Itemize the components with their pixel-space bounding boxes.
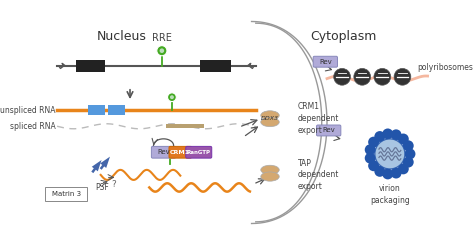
Text: RRE: RRE (152, 33, 172, 43)
Circle shape (403, 140, 414, 151)
Circle shape (160, 49, 164, 53)
Text: spliced RNA: spliced RNA (9, 122, 55, 131)
FancyBboxPatch shape (313, 56, 337, 67)
Circle shape (398, 134, 409, 145)
Circle shape (365, 153, 375, 164)
Text: Nucleus: Nucleus (97, 30, 146, 43)
Circle shape (169, 154, 172, 156)
Circle shape (368, 160, 379, 171)
Text: polyribosomes: polyribosomes (418, 63, 474, 72)
Circle shape (368, 137, 379, 147)
FancyBboxPatch shape (46, 187, 87, 201)
Text: Matrin 3: Matrin 3 (52, 191, 81, 197)
FancyBboxPatch shape (186, 147, 212, 158)
Text: TAP
dependent
export: TAP dependent export (298, 159, 339, 191)
Circle shape (167, 93, 176, 102)
Circle shape (170, 95, 174, 99)
FancyBboxPatch shape (317, 125, 341, 136)
Text: unspliced RNA: unspliced RNA (0, 106, 55, 115)
Circle shape (354, 68, 371, 85)
Bar (75, 60, 105, 72)
FancyBboxPatch shape (169, 147, 191, 158)
FancyArrow shape (91, 160, 101, 173)
Circle shape (167, 152, 173, 158)
Circle shape (334, 68, 350, 85)
Ellipse shape (261, 117, 279, 127)
Circle shape (403, 157, 414, 168)
Circle shape (365, 144, 375, 155)
Text: ?: ? (112, 180, 117, 189)
Bar (88, 105, 105, 115)
Circle shape (404, 148, 415, 159)
Ellipse shape (261, 111, 279, 120)
Text: RanGTP: RanGTP (187, 150, 211, 155)
Circle shape (391, 129, 401, 140)
Ellipse shape (261, 172, 279, 181)
Ellipse shape (261, 165, 279, 174)
Circle shape (157, 46, 167, 56)
Text: Rev: Rev (319, 59, 332, 65)
Text: Rev: Rev (322, 127, 335, 134)
Circle shape (374, 68, 391, 85)
Circle shape (374, 166, 385, 177)
Text: Rev: Rev (157, 149, 170, 155)
Text: PSF: PSF (95, 183, 109, 192)
FancyArrow shape (100, 157, 110, 170)
Circle shape (374, 131, 385, 142)
Text: DDX3: DDX3 (261, 116, 279, 121)
FancyBboxPatch shape (151, 147, 176, 158)
Circle shape (398, 163, 409, 174)
Circle shape (391, 168, 401, 179)
Bar (108, 105, 125, 115)
Circle shape (375, 139, 405, 169)
Circle shape (383, 169, 393, 179)
Text: virion
packaging: virion packaging (370, 184, 410, 205)
Circle shape (394, 68, 411, 85)
Circle shape (383, 128, 393, 139)
Text: CRM1: CRM1 (170, 150, 191, 155)
Text: Cytoplasm: Cytoplasm (310, 30, 377, 43)
Bar (166, 124, 204, 128)
Bar (200, 60, 231, 72)
Text: CRM1
dependent
export: CRM1 dependent export (298, 102, 339, 135)
